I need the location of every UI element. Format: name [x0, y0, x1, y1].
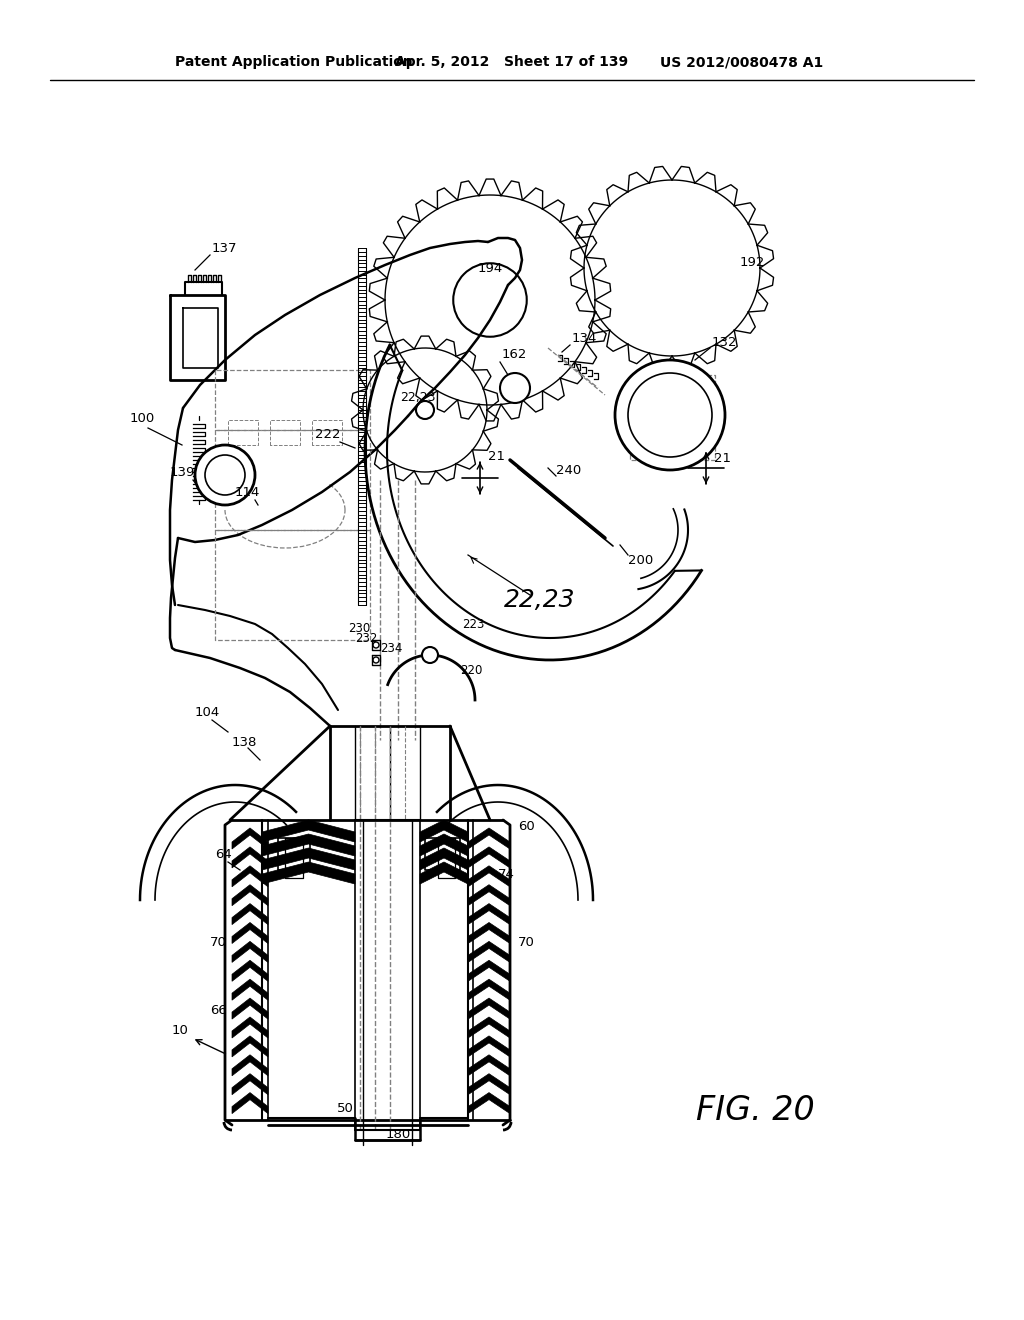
- Polygon shape: [232, 847, 268, 869]
- Text: 230: 230: [348, 622, 371, 635]
- Polygon shape: [232, 941, 268, 962]
- Text: 64: 64: [215, 849, 231, 862]
- Text: 232: 232: [355, 631, 378, 644]
- Polygon shape: [468, 1036, 510, 1057]
- Polygon shape: [232, 1055, 268, 1076]
- Text: 66: 66: [210, 1003, 226, 1016]
- Circle shape: [422, 647, 438, 663]
- Polygon shape: [262, 862, 355, 884]
- Polygon shape: [468, 961, 510, 981]
- Polygon shape: [468, 1093, 510, 1114]
- Polygon shape: [468, 979, 510, 1001]
- Polygon shape: [262, 820, 355, 842]
- Polygon shape: [420, 847, 468, 870]
- Text: 10: 10: [172, 1023, 188, 1036]
- Polygon shape: [420, 862, 468, 884]
- Text: 194: 194: [477, 261, 503, 275]
- Polygon shape: [232, 1073, 268, 1094]
- Polygon shape: [468, 1016, 510, 1038]
- Text: 132: 132: [712, 335, 737, 348]
- Text: FIG. 20: FIG. 20: [695, 1093, 814, 1126]
- Polygon shape: [468, 998, 510, 1019]
- Text: 138: 138: [232, 735, 257, 748]
- Text: 60: 60: [518, 820, 535, 833]
- Text: 137: 137: [212, 242, 238, 255]
- Text: 222: 222: [315, 429, 341, 441]
- Polygon shape: [232, 1016, 268, 1038]
- Polygon shape: [468, 941, 510, 962]
- Polygon shape: [232, 1093, 268, 1114]
- Text: 104: 104: [195, 705, 220, 718]
- Text: 134: 134: [572, 331, 597, 345]
- Polygon shape: [232, 923, 268, 944]
- Circle shape: [628, 374, 712, 457]
- Circle shape: [195, 445, 255, 506]
- Polygon shape: [420, 834, 468, 855]
- Polygon shape: [232, 904, 268, 924]
- Text: 220: 220: [460, 664, 482, 676]
- Polygon shape: [468, 847, 510, 869]
- Text: US 2012/0080478 A1: US 2012/0080478 A1: [660, 55, 823, 69]
- Circle shape: [615, 360, 725, 470]
- Text: 22,23: 22,23: [400, 392, 436, 404]
- Text: 162: 162: [502, 348, 527, 362]
- Polygon shape: [468, 828, 510, 849]
- Text: 192: 192: [740, 256, 765, 268]
- Polygon shape: [468, 923, 510, 944]
- Text: 234: 234: [380, 642, 402, 655]
- Circle shape: [205, 455, 245, 495]
- Text: 22,23: 22,23: [504, 587, 575, 612]
- Circle shape: [500, 374, 530, 403]
- Polygon shape: [232, 884, 268, 906]
- Polygon shape: [468, 904, 510, 924]
- Text: 223: 223: [462, 619, 484, 631]
- Polygon shape: [232, 979, 268, 1001]
- Text: 200: 200: [628, 553, 653, 566]
- Polygon shape: [262, 847, 355, 870]
- Text: 74: 74: [498, 869, 515, 882]
- Text: 70: 70: [518, 936, 535, 949]
- Text: 21: 21: [488, 450, 505, 462]
- Text: 100: 100: [130, 412, 156, 425]
- Polygon shape: [468, 1073, 510, 1094]
- Polygon shape: [262, 834, 355, 855]
- Text: Apr. 5, 2012   Sheet 17 of 139: Apr. 5, 2012 Sheet 17 of 139: [395, 55, 628, 69]
- Polygon shape: [232, 828, 268, 849]
- Polygon shape: [468, 1055, 510, 1076]
- Text: Patent Application Publication: Patent Application Publication: [175, 55, 413, 69]
- Polygon shape: [232, 1036, 268, 1057]
- Polygon shape: [420, 820, 468, 842]
- Text: 114: 114: [234, 486, 260, 499]
- Text: 180: 180: [385, 1129, 411, 1142]
- Text: 139: 139: [170, 466, 196, 479]
- Text: 70: 70: [210, 936, 227, 949]
- Text: 21: 21: [714, 451, 731, 465]
- Polygon shape: [232, 961, 268, 981]
- Text: 240: 240: [556, 463, 582, 477]
- Polygon shape: [232, 866, 268, 887]
- Text: 50: 50: [337, 1101, 353, 1114]
- Polygon shape: [232, 998, 268, 1019]
- Polygon shape: [468, 884, 510, 906]
- Polygon shape: [468, 866, 510, 887]
